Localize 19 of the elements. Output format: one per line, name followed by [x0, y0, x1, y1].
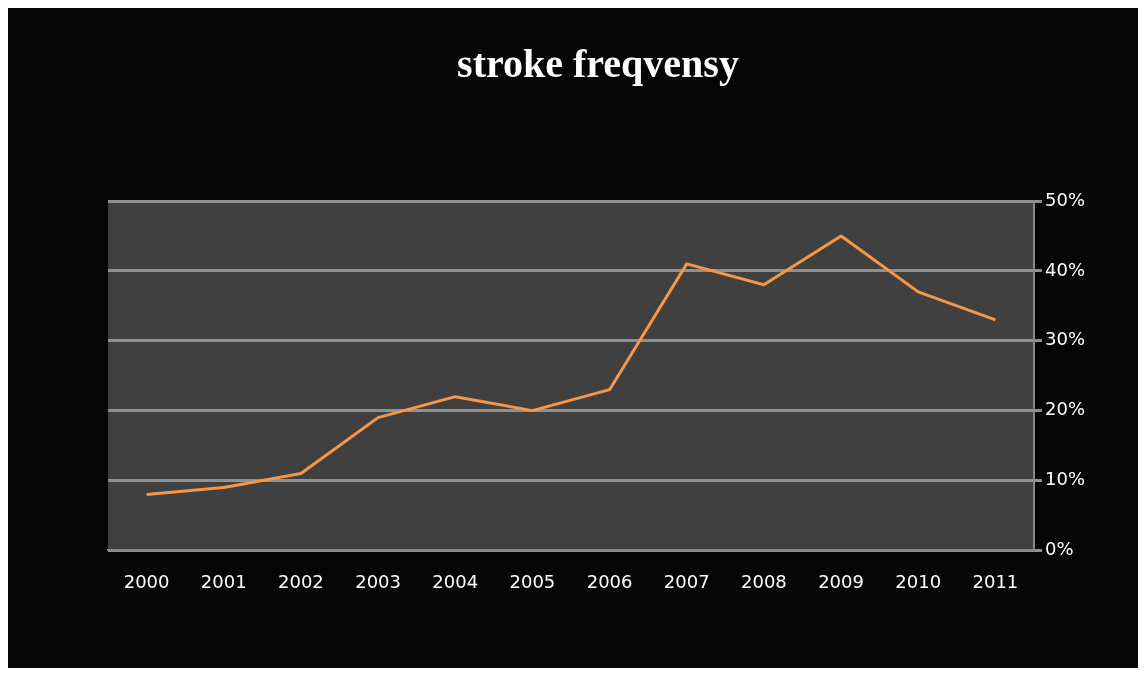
x-tick-label: 2001 — [200, 570, 247, 592]
y-tick-label: 10% — [1044, 468, 1086, 490]
y-tick-label: 0% — [1044, 538, 1074, 560]
y-tick-label: 20% — [1044, 398, 1086, 420]
x-tick-label: 2002 — [278, 570, 324, 592]
x-tick-label: 2011 — [972, 570, 1019, 592]
x-tick-label: 2010 — [895, 570, 942, 592]
y-tick-label: 50% — [1044, 188, 1086, 210]
y-tick-label: 30% — [1044, 328, 1086, 350]
x-tick-label: 2004 — [432, 570, 479, 592]
x-tick-label: 2005 — [509, 570, 556, 592]
x-tick-label: 2009 — [818, 570, 864, 592]
chart-title: stroke freqvensy — [457, 41, 739, 87]
x-tick-label: 2007 — [663, 570, 710, 592]
x-tick-label: 2008 — [741, 570, 787, 592]
x-tick-label: 2000 — [123, 570, 170, 592]
y-tick-label: 40% — [1044, 258, 1086, 280]
x-tick-label: 2006 — [586, 570, 633, 592]
x-tick-label: 2003 — [355, 570, 401, 592]
